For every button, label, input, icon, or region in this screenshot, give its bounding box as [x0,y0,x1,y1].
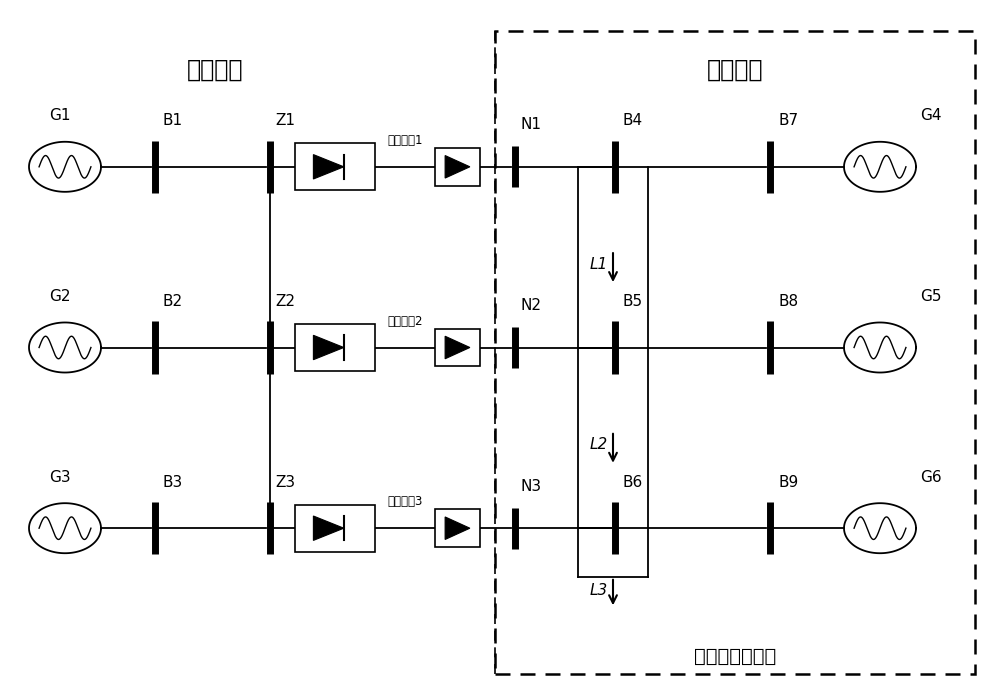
Text: G4: G4 [920,108,942,123]
Text: N3: N3 [521,479,542,493]
Text: G6: G6 [920,470,942,485]
Text: L2: L2 [590,437,608,452]
Polygon shape [313,154,344,179]
Bar [435,509,480,547]
Text: Z1: Z1 [275,113,295,128]
Polygon shape [445,517,470,539]
Text: 送端电网: 送端电网 [187,58,243,81]
Text: G1: G1 [49,108,71,123]
Text: G2: G2 [49,289,71,304]
Polygon shape [313,335,344,360]
Text: N2: N2 [521,298,542,313]
Text: 直流线路1: 直流线路1 [387,134,423,147]
Bar [495,31,975,674]
Bar [295,324,375,371]
Text: B4: B4 [623,113,643,128]
Text: N1: N1 [521,117,542,132]
Text: Z3: Z3 [275,475,295,489]
Text: 受端电网: 受端电网 [707,58,763,81]
Text: L1: L1 [590,256,608,272]
Text: G5: G5 [920,289,942,304]
Polygon shape [313,516,344,541]
Polygon shape [445,156,470,178]
Text: B7: B7 [778,113,798,128]
Text: L3: L3 [590,583,608,598]
Text: B8: B8 [778,294,798,309]
Text: 直流线路3: 直流线路3 [387,496,423,509]
Polygon shape [445,336,470,359]
Text: 直流线路2: 直流线路2 [387,315,423,328]
Text: B9: B9 [778,475,798,489]
Text: B5: B5 [623,294,643,309]
Text: B3: B3 [163,475,183,489]
Text: B6: B6 [623,475,643,489]
Text: B1: B1 [163,113,183,128]
Text: G3: G3 [49,470,71,485]
Text: B2: B2 [163,294,183,309]
Text: 多直流落点系统: 多直流落点系统 [694,647,776,667]
Text: Z2: Z2 [275,294,295,309]
Bar [295,505,375,552]
Bar [295,143,375,190]
Bar [435,329,480,366]
Bar [435,148,480,186]
